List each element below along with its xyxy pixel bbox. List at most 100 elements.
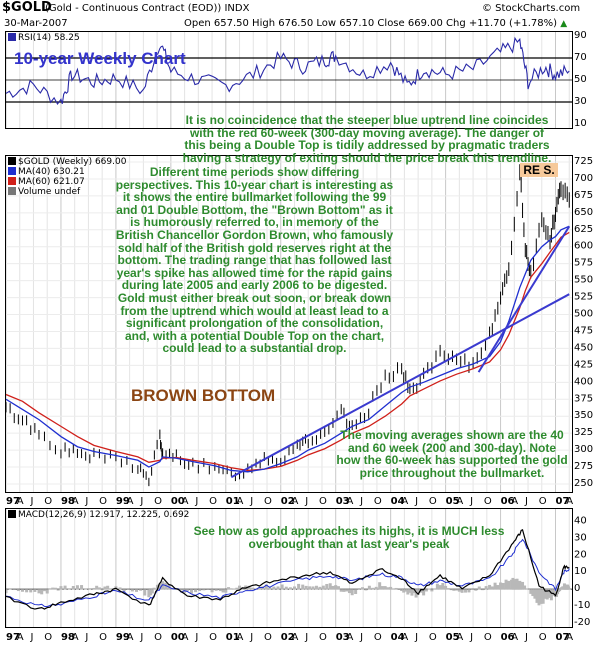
time-axis-month-label: A — [566, 632, 573, 643]
macd-histogram-bar — [539, 589, 543, 604]
macd-histogram-bar — [20, 589, 24, 592]
time-axis-month-label: O — [319, 496, 327, 507]
macd-histogram-bar — [100, 589, 104, 591]
macd-histogram-bar — [268, 587, 272, 590]
macd-histogram-bar — [56, 589, 60, 591]
macd-histogram-bar — [63, 585, 67, 590]
time-axis-month-label: A — [401, 632, 408, 643]
macd-tick-label: 20 — [574, 549, 587, 560]
time-axis-month-label: A — [182, 632, 189, 643]
macd-histogram-bar — [400, 589, 404, 592]
up-arrow-icon: ▲ — [560, 19, 568, 29]
macd-histogram-bar — [389, 586, 393, 590]
macd-tick-label: -20 — [574, 617, 590, 626]
macd-histogram-bar — [336, 586, 340, 590]
macd-histogram-bar — [360, 587, 364, 590]
macd-histogram-bar — [374, 586, 378, 590]
macd-histogram-bar — [126, 589, 130, 590]
macd-histogram-bar — [350, 589, 354, 596]
price-tick-label: 325 — [574, 427, 593, 438]
price-tick-label: 450 — [574, 342, 593, 353]
macd-histogram-bar — [232, 588, 236, 590]
macd-histogram-bar — [455, 589, 459, 591]
macd-histogram-bar — [284, 586, 288, 590]
legend-text-ma40: MA(40) 630.21 — [18, 167, 85, 177]
rsi-legend: RSI(14) 58.25 — [8, 33, 80, 43]
macd-histogram-bar — [460, 589, 464, 593]
time-axis-month-label: J — [414, 496, 418, 507]
macd-histogram-bar — [179, 589, 183, 591]
time-axis-year-label: 99 — [116, 632, 130, 643]
annotation-brown-bottom: Different time periods show differing pe… — [115, 165, 394, 356]
macd-histogram-bar — [221, 589, 225, 593]
time-axis-year-label: 02 — [281, 632, 295, 643]
macd-histogram-bar — [59, 586, 63, 590]
time-axis-month-label: O — [429, 496, 437, 507]
time-axis-year-label: 00 — [171, 496, 185, 507]
macd-histogram-bar — [357, 589, 361, 590]
time-axis-month-label: O — [264, 496, 272, 507]
macd-histogram-bar — [25, 589, 29, 593]
macd-histogram-bar — [80, 585, 84, 590]
macd-histogram-bar — [328, 583, 332, 590]
time-axis-month-label: J — [359, 496, 363, 507]
macd-histogram-bar — [406, 589, 410, 595]
macd-histogram-bar — [416, 589, 420, 596]
macd-histogram-bar — [8, 588, 12, 590]
time-axis-year-label: 07 — [556, 496, 570, 507]
macd-histogram-bar — [264, 584, 268, 590]
time-axis-month-label: O — [539, 496, 547, 507]
price-tick-label: 625 — [574, 224, 593, 235]
macd-histogram-bar — [108, 588, 112, 590]
time-axis-month-label: O — [44, 496, 52, 507]
macd-histogram-bar — [130, 589, 134, 592]
macd-histogram-bar — [474, 589, 478, 591]
price-tick-label: 475 — [574, 325, 593, 336]
macd-histogram-bar — [380, 586, 384, 590]
macd-histogram-bar — [537, 589, 541, 606]
macd-histogram-bar — [433, 588, 437, 590]
macd-histogram-bar — [75, 585, 79, 590]
price-tick-label: 500 — [574, 309, 593, 320]
time-axis-month-label: A — [127, 632, 134, 643]
legend-item-ma40: MA(40) 630.21 — [8, 167, 126, 177]
macd-histogram-bar — [6, 589, 8, 594]
brown-bottom-label: BROWN BOTTOM — [131, 386, 276, 405]
time-axis-month-label: O — [209, 496, 217, 507]
macd-histogram-bar — [297, 583, 301, 590]
time-axis-year-label: 04 — [391, 632, 405, 643]
time-axis-month-label: A — [182, 496, 189, 507]
macd-histogram-bar — [67, 588, 71, 590]
macd-plot — [6, 509, 572, 627]
time-axis-year-label: 97 — [6, 496, 20, 507]
macd-histogram-bar — [318, 586, 322, 590]
macd-histogram-bar — [247, 585, 251, 590]
macd-tick-label: 0 — [574, 583, 580, 594]
time-axis-month-label: J — [249, 632, 253, 643]
time-axis-month-label: O — [319, 632, 327, 643]
legend-text-price: $GOLD (Weekly) 669.00 — [18, 157, 127, 167]
time-axis-month-label: J — [29, 496, 33, 507]
macd-histogram-bar — [334, 585, 338, 590]
ma60-swatch — [8, 177, 16, 185]
macd-histogram-bar — [551, 589, 555, 596]
time-axis-month-label: O — [484, 632, 492, 643]
legend-item-price: $GOLD (Weekly) 669.00 — [8, 157, 126, 167]
macd-histogram-bar — [496, 585, 500, 590]
macd-histogram-bar — [422, 589, 426, 596]
time-axis-month-label: O — [374, 496, 382, 507]
price-tick-label: 650 — [574, 207, 593, 218]
macd-histogram-bar — [135, 589, 139, 592]
macd-histogram-bar — [272, 586, 276, 590]
macd-axis: 40 30 20 10 0 -10 -20 — [574, 515, 590, 626]
macd-histogram-bar — [383, 586, 387, 590]
time-axis-month-label: O — [209, 632, 217, 643]
macd-histogram-bar — [235, 587, 239, 590]
price-tick-label: 375 — [574, 393, 593, 404]
macd-legend: MACD(12,26,9) 12.917, 12.225, 0.692 — [8, 510, 189, 520]
macd-histogram-bar — [12, 589, 16, 591]
macd-histogram-bar — [206, 589, 210, 590]
macd-histogram-bar — [404, 589, 408, 592]
resistance-label: RE S. — [520, 163, 558, 177]
macd-histogram-bar — [441, 582, 445, 590]
